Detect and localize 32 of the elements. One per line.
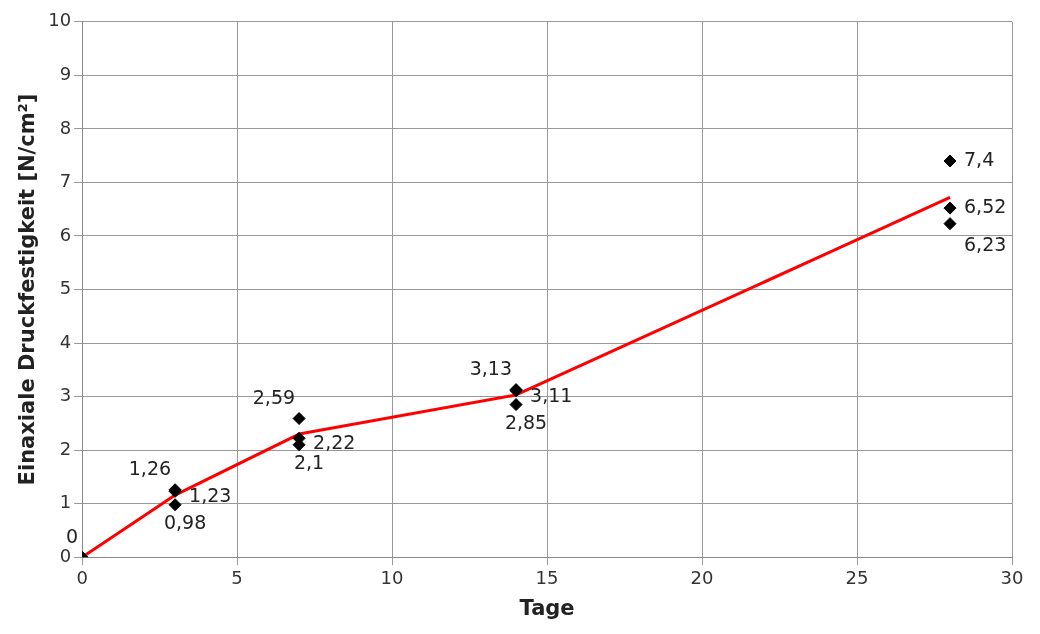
- data-label: 3,11: [530, 383, 573, 406]
- y-tick-label: 6: [59, 223, 72, 245]
- data-label: 3,13: [469, 357, 513, 380]
- data-label: 6,52: [964, 195, 1007, 218]
- x-tick-label: 20: [690, 566, 714, 588]
- data-label: 1,26: [128, 457, 172, 480]
- x-tick-label: 0: [76, 566, 88, 588]
- y-tick-label: 4: [59, 330, 72, 352]
- data-label: 1,23: [189, 484, 232, 507]
- data-label: 2,22: [313, 431, 356, 454]
- y-tick-label: 2: [59, 437, 72, 459]
- y-tick-label: 3: [59, 384, 72, 406]
- data-label: 2,85: [504, 411, 548, 434]
- data-label: 2,1: [293, 451, 325, 474]
- x-tick-label: 5: [231, 566, 243, 588]
- x-tick-label: 30: [1000, 566, 1024, 588]
- y-tick-label: 1: [59, 491, 72, 513]
- data-label: 0,98: [163, 511, 207, 534]
- data-label: 7,4: [964, 147, 995, 170]
- y-tick-label: 9: [59, 63, 72, 85]
- x-tick-label: 25: [845, 566, 869, 588]
- data-label: 2,59: [252, 385, 296, 408]
- y-tick-label: 10: [48, 9, 72, 31]
- y-tick-label: 8: [59, 116, 72, 138]
- data-label: 6,23: [964, 232, 1007, 255]
- y-tick-label: 5: [59, 277, 72, 299]
- x-axis-title: Tage: [519, 595, 575, 620]
- x-tick-label: 10: [380, 566, 404, 588]
- x-tick-label: 15: [535, 566, 559, 588]
- y-tick-label: 7: [59, 170, 72, 192]
- y-tick-label: 0: [59, 544, 72, 566]
- y-axis-title: Einaxiale Druckfestigkeit [N/cm²]: [15, 93, 40, 486]
